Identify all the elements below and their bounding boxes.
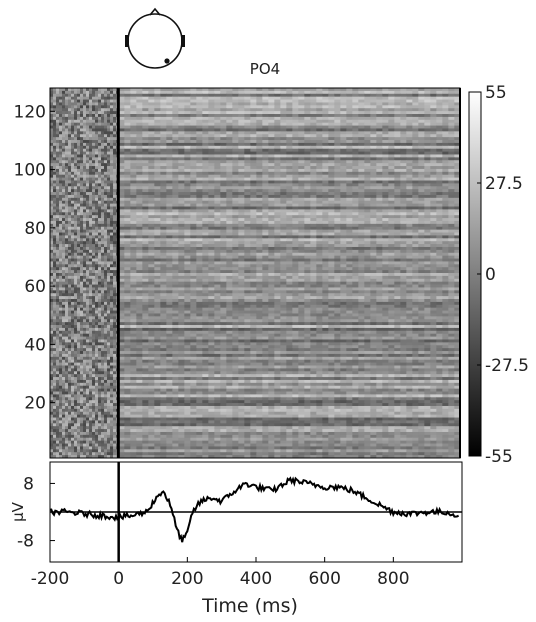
- erp-x-axis-label: Time (ms): [201, 595, 298, 617]
- electrode-marker-po4: [164, 58, 170, 64]
- heatmap-y-tick-label: 40: [24, 335, 46, 355]
- erp-heatmap: 20 40 60 80 100 120: [14, 87, 461, 459]
- erp-y-tick-label: -8: [17, 532, 34, 552]
- heatmap-y-tick-label: 120: [14, 102, 46, 122]
- colorbar-tick-label: -27.5: [485, 356, 529, 376]
- erp-line-plot: 8 -8 -200 0 200 400 600 800 μV Time (ms): [9, 461, 463, 617]
- erp-average-series: [49, 476, 460, 543]
- colorbar-tick-label: 27.5: [485, 174, 523, 194]
- erp-y-tick-label: 8: [23, 474, 34, 494]
- colorbar-tick-label: 0: [485, 265, 496, 285]
- heatmap-y-tick-label: 100: [14, 161, 46, 181]
- erp-y-axis-label: μV: [9, 501, 27, 522]
- heatmap-y-tick-label: 20: [24, 394, 46, 414]
- erp-x-tick-label: 0: [113, 569, 124, 589]
- colorbar: 55 27.5 0 -27.5 -55: [468, 83, 529, 467]
- colorbar-tick-label: 55: [485, 83, 507, 103]
- erp-x-tick-label: 200: [171, 569, 203, 589]
- erp-x-tick-label: -200: [31, 569, 70, 589]
- erp-x-tick-label: 600: [308, 569, 340, 589]
- colorbar-tick-label: -55: [485, 447, 513, 467]
- erp-x-tick-label: 400: [240, 569, 272, 589]
- erp-x-tick-label: 800: [377, 569, 409, 589]
- scalp-head-icon: [125, 7, 185, 69]
- heatmap-title: PO4: [250, 60, 280, 78]
- heatmap-y-tick-label: 60: [24, 277, 46, 297]
- heatmap-y-tick-label: 80: [24, 219, 46, 239]
